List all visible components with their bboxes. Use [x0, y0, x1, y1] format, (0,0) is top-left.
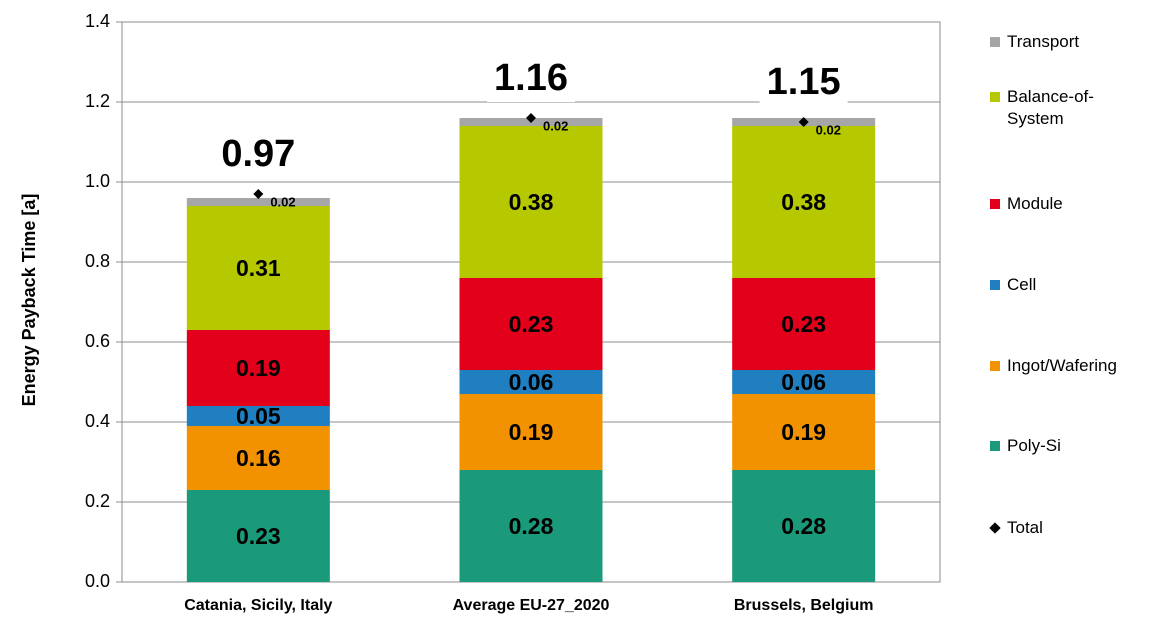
legend-label: Cell	[1007, 275, 1037, 294]
bar-segment	[186, 206, 330, 330]
data-label: 0.28	[509, 513, 554, 539]
total-marker	[526, 113, 536, 123]
total-label: 0.97	[221, 133, 295, 175]
total-marker	[253, 189, 264, 199]
bar-segment	[186, 198, 330, 206]
legend-swatch	[990, 199, 1000, 209]
y-tick-label: 0.2	[85, 491, 110, 511]
data-label: 0.23	[781, 311, 826, 337]
data-label: 0.06	[781, 369, 826, 395]
x-tick-label: Brussels, Belgium	[734, 597, 874, 614]
data-label: 0.05	[236, 403, 281, 429]
legend-swatch	[990, 37, 1000, 47]
data-label: 0.38	[781, 189, 826, 215]
total-label-bg	[214, 130, 303, 178]
legend-swatch	[990, 361, 1000, 371]
y-tick-label: 1.4	[85, 11, 110, 31]
legend-item: Module	[990, 193, 1125, 215]
total-label-bg	[759, 58, 848, 106]
bar-segment	[459, 278, 603, 370]
total-label-bg	[487, 54, 575, 102]
x-tick-label: Catania, Sicily, Italy	[184, 597, 332, 614]
legend-label: Module	[1007, 194, 1063, 213]
y-tick-label: 1.0	[85, 171, 110, 191]
data-label: 0.28	[781, 513, 826, 539]
data-label: 0.23	[236, 523, 281, 549]
y-tick-label: 1.2	[85, 91, 110, 111]
data-label: 0.31	[236, 255, 281, 281]
legend-swatch	[990, 280, 1000, 290]
total-label: 1.15	[767, 61, 841, 103]
data-label: 0.06	[509, 369, 554, 395]
legend-label: Ingot/Wafering	[1007, 356, 1117, 375]
y-axis-label: Energy Payback Time [a]	[19, 194, 39, 407]
bar-segment	[459, 394, 603, 470]
y-tick-label: 0.4	[85, 411, 110, 431]
bar-segment	[459, 370, 603, 394]
data-label: 0.02	[270, 194, 295, 209]
legend-item: Poly-Si	[990, 435, 1125, 457]
legend-label: Poly-Si	[1007, 436, 1061, 455]
legend-swatch	[990, 441, 1000, 451]
legend-item: Balance-of-System	[990, 86, 1125, 130]
data-label: 0.16	[236, 445, 281, 471]
bar-segment	[732, 370, 876, 394]
legend-swatch	[990, 92, 1000, 102]
data-label: 0.02	[543, 118, 568, 133]
bar-segment	[459, 470, 603, 582]
bar-segment	[186, 406, 330, 426]
legend-label: Transport	[1007, 32, 1080, 51]
legend-item: Total	[989, 517, 1125, 539]
y-tick-label: 0.6	[85, 331, 110, 351]
data-label: 0.19	[509, 419, 554, 445]
y-tick-label: 0.0	[85, 571, 110, 591]
bar-segment	[732, 394, 876, 470]
bar-segment	[732, 126, 876, 278]
legend-label: Total	[1007, 518, 1043, 537]
data-label: 0.19	[236, 355, 281, 381]
y-tick-label: 0.8	[85, 251, 110, 271]
legend-item: Transport	[990, 31, 1125, 53]
x-tick-label: Average EU-27_2020	[453, 597, 610, 614]
bar-segment	[732, 470, 876, 582]
legend-item: Ingot/Wafering	[990, 355, 1125, 377]
total-label: 1.16	[494, 57, 568, 99]
data-label: 0.19	[781, 419, 826, 445]
legend-swatch	[989, 522, 1001, 534]
bar-segment	[459, 126, 603, 278]
bar-segment	[186, 426, 330, 490]
bar-segment	[732, 278, 876, 370]
legend-item: Cell	[990, 274, 1125, 296]
bar-segment	[186, 330, 330, 406]
data-label: 0.02	[816, 122, 841, 137]
bar-segment	[186, 490, 330, 582]
legend-label: Balance-of-System	[1007, 87, 1094, 128]
total-marker	[798, 117, 809, 127]
data-label: 0.23	[509, 311, 554, 337]
data-label: 0.38	[509, 189, 554, 215]
